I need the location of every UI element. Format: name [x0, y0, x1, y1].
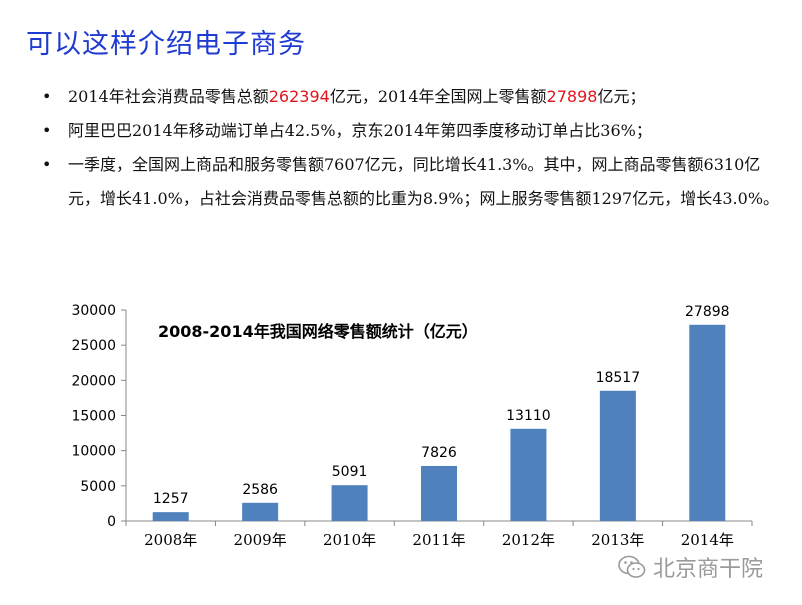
x-tick-label: 2009年 [234, 531, 287, 549]
data-label: 2586 [242, 482, 278, 498]
bullet-text: 一季度，全国网上商品和服务零售额7607亿元，同比增长41.3%。其中，网上商品… [68, 155, 780, 208]
slide-title: 可以这样介绍电子商务 [26, 29, 306, 60]
bar [331, 485, 368, 521]
bar [599, 390, 636, 521]
y-tick-label: 5000 [80, 479, 116, 495]
data-label: 7826 [421, 445, 457, 461]
watermark-text: 北京商干院 [653, 557, 764, 582]
y-tick-label: 30000 [71, 303, 116, 319]
x-tick-label: 2011年 [412, 531, 465, 549]
data-label: 1257 [153, 491, 189, 507]
data-label: 27898 [685, 304, 730, 320]
bullet-text: 亿元； [597, 87, 646, 106]
highlight-number: 262394 [268, 87, 330, 106]
bullet-list: 2014年社会消费品零售总额262394亿元，2014年全国网上零售额27898… [42, 80, 782, 216]
data-label: 5091 [332, 464, 368, 480]
bullet-item: 阿里巴巴2014年移动端订单占42.5%，京东2014年第四季度移动订单占比36… [42, 114, 782, 148]
bullet-item: 2014年社会消费品零售总额262394亿元，2014年全国网上零售额27898… [42, 80, 782, 114]
watermark: 北京商干院 [617, 551, 763, 583]
bullet-text: 亿元，2014年全国网上零售额 [329, 87, 547, 106]
bullet-item: 一季度，全国网上商品和服务零售额7607亿元，同比增长41.3%。其中，网上商品… [42, 148, 782, 216]
data-label: 18517 [596, 370, 641, 386]
bar [689, 324, 726, 521]
y-tick-label: 15000 [71, 409, 116, 425]
bullet-text: 2014年社会消费品零售总额 [68, 87, 269, 106]
highlight-number: 27898 [546, 87, 598, 106]
y-tick-label: 0 [107, 514, 116, 530]
x-tick-label: 2013年 [591, 531, 644, 549]
bar [242, 502, 279, 521]
y-tick-label: 25000 [71, 338, 116, 354]
chart-title: 2008-2014年我国网络零售额统计（亿元） [158, 322, 478, 341]
x-tick-label: 2014年 [681, 531, 734, 549]
x-tick-label: 2010年 [323, 531, 376, 549]
bar [421, 465, 457, 521]
x-tick-label: 2012年 [502, 531, 555, 549]
y-tick-label: 20000 [71, 373, 116, 389]
data-label: 13110 [506, 408, 551, 424]
wechat-icon [618, 555, 646, 578]
bar-chart: 2008-2014年我国网络零售额统计（亿元） 0 5000 10000 15000 2… [71, 303, 753, 549]
bullet-text: 阿里巴巴2014年移动端订单占42.5%，京东2014年第四季度移动订单占比36… [68, 121, 652, 140]
bar [152, 512, 189, 521]
x-tick-label: 2008年 [144, 531, 197, 549]
y-tick-label: 10000 [71, 444, 116, 460]
bar [510, 428, 547, 521]
